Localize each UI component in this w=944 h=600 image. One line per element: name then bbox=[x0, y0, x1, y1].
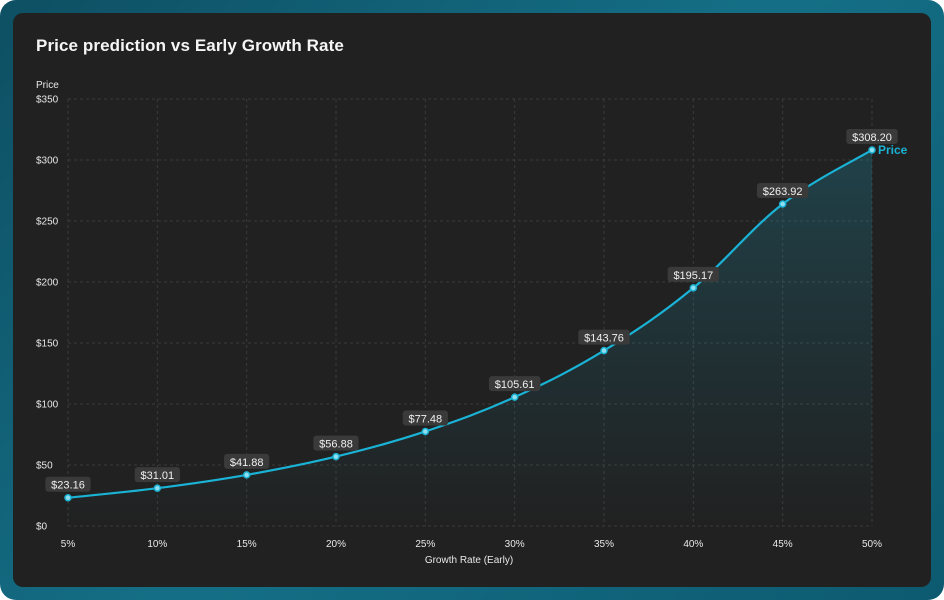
chart-title: Price prediction vs Early Growth Rate bbox=[36, 36, 344, 55]
data-label-group: $308.20 bbox=[846, 128, 898, 144]
data-points bbox=[64, 146, 876, 502]
data-label-group: $56.88 bbox=[313, 435, 359, 451]
data-point[interactable] bbox=[64, 493, 72, 502]
data-label-bg bbox=[402, 410, 448, 426]
data-label: $195.17 bbox=[673, 270, 713, 282]
data-point[interactable] bbox=[600, 346, 608, 355]
y-tick-label: $0 bbox=[36, 522, 48, 533]
data-label-bg bbox=[313, 435, 359, 451]
legend-price: Price bbox=[878, 143, 908, 157]
data-label-group: $41.88 bbox=[224, 453, 270, 469]
area-fill bbox=[68, 149, 872, 526]
data-label: $263.92 bbox=[763, 186, 803, 198]
data-label-group: $105.61 bbox=[488, 376, 541, 392]
data-label-group: $195.17 bbox=[667, 266, 720, 282]
data-label: $105.61 bbox=[495, 379, 535, 391]
y-tick-label: $300 bbox=[36, 156, 59, 167]
x-tick-label: 25% bbox=[415, 539, 435, 550]
data-point[interactable] bbox=[868, 146, 876, 154]
x-tick-label: 20% bbox=[326, 539, 346, 550]
data-point[interactable] bbox=[242, 471, 251, 479]
data-point[interactable] bbox=[153, 484, 162, 492]
x-tick-label: 30% bbox=[505, 539, 525, 550]
y-tick-label: $350 bbox=[36, 95, 59, 106]
x-tick-label: 5% bbox=[61, 539, 76, 550]
data-label-bg bbox=[224, 453, 270, 469]
data-label-group: $23.16 bbox=[45, 476, 91, 492]
area-fill-path bbox=[68, 149, 872, 526]
data-label: $143.76 bbox=[584, 333, 624, 345]
data-label: $77.48 bbox=[409, 413, 443, 425]
y-tick-label: $200 bbox=[36, 278, 59, 289]
data-point[interactable] bbox=[510, 393, 519, 401]
data-point[interactable] bbox=[421, 427, 430, 436]
y-tick-label: $50 bbox=[36, 461, 53, 472]
data-point[interactable] bbox=[778, 200, 787, 208]
x-tick-label: 45% bbox=[773, 539, 793, 550]
data-label: $308.20 bbox=[852, 132, 892, 144]
data-label: $23.16 bbox=[51, 480, 85, 492]
data-label-bg bbox=[134, 467, 180, 483]
data-label: $41.88 bbox=[230, 457, 264, 469]
data-label: $56.88 bbox=[319, 439, 353, 451]
x-tick-label: 40% bbox=[683, 539, 703, 550]
data-label-bg bbox=[846, 128, 898, 144]
y-tick-label: $150 bbox=[36, 339, 59, 350]
x-tick-label: 35% bbox=[594, 539, 614, 550]
x-tick-label: 50% bbox=[862, 539, 882, 550]
x-tick-label: 15% bbox=[237, 539, 257, 550]
data-label-bg bbox=[45, 476, 91, 492]
x-tick-label: 10% bbox=[147, 539, 167, 550]
y-axis-title: Price bbox=[36, 80, 59, 91]
data-label-bg bbox=[488, 376, 541, 392]
series-line bbox=[66, 148, 874, 499]
data-label-group: $77.48 bbox=[402, 410, 448, 426]
legend: Price bbox=[878, 143, 908, 157]
data-label-group: $263.92 bbox=[756, 183, 809, 199]
y-tick-label: $250 bbox=[36, 217, 59, 228]
y-tick-label: $100 bbox=[36, 400, 59, 411]
data-label-group: $143.76 bbox=[578, 329, 630, 345]
data-label-bg bbox=[667, 266, 720, 282]
axes: Price Growth Rate (Early) $0 $50 $100 $150 $… bbox=[36, 80, 882, 566]
data-label-bg bbox=[756, 183, 809, 199]
data-label: $31.01 bbox=[141, 470, 175, 482]
data-point[interactable] bbox=[689, 284, 698, 292]
data-labels: $23.16 $31.01 $41.88 $56.88 $77.48 $105.61 $14… bbox=[45, 128, 898, 492]
price-series-line bbox=[66, 148, 874, 499]
x-axis-title: Growth Rate (Early) bbox=[425, 555, 513, 566]
data-label-group: $31.01 bbox=[134, 467, 180, 483]
data-label-bg bbox=[578, 329, 630, 345]
data-point[interactable] bbox=[332, 452, 340, 461]
